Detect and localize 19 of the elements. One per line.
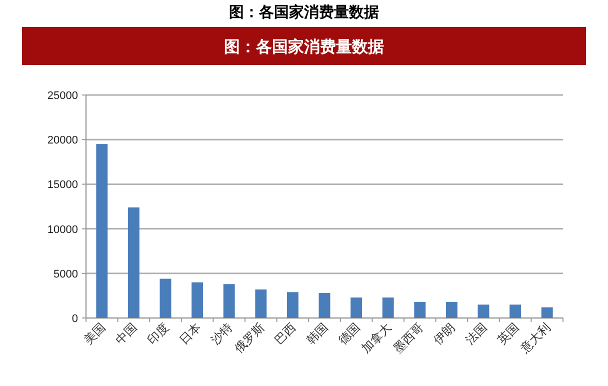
x-tick-label: 日本: [176, 320, 204, 348]
x-tick-label: 中国: [112, 320, 140, 348]
x-tick-label: 巴西: [272, 320, 299, 348]
chart-title: 图：各国家消费量数据: [229, 3, 379, 21]
y-tick-label: 0: [72, 313, 78, 325]
x-tick-label: 美国: [81, 320, 108, 348]
x-tick-label: 英国: [494, 320, 522, 348]
y-tick-label: 5000: [54, 268, 78, 280]
y-tick-label: 10000: [47, 224, 78, 236]
x-tick-label: 伊朗: [430, 320, 458, 348]
x-tick-label: 墨西哥: [390, 320, 426, 356]
y-tick-label: 20000: [47, 134, 78, 147]
x-tick-label: 德国: [336, 320, 362, 348]
x-tick-label: 法国: [462, 320, 490, 348]
x-tick-label: 印度: [144, 320, 172, 348]
x-tick-label: 韩国: [304, 320, 331, 348]
y-tick-label: 15000: [47, 179, 78, 192]
chart-subtitle: 图：各国家消费量数据: [224, 37, 384, 56]
y-tick-label: 25000: [47, 90, 78, 102]
